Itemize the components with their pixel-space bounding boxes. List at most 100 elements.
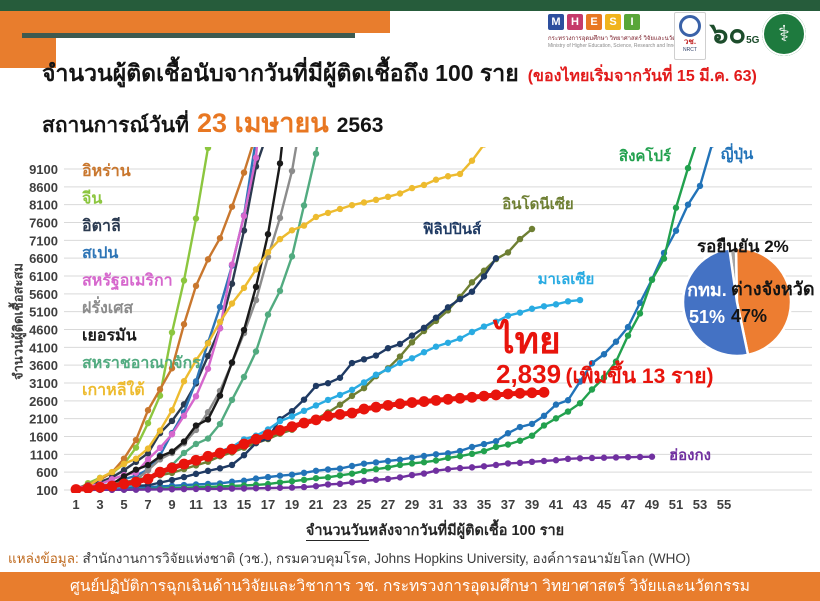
svg-text:19: 19 [285,497,299,512]
mhesi-thai-name: กระทรวงการอุดมศึกษา วิทยาศาสตร์ วิจัยและ… [548,36,691,42]
svg-text:47: 47 [621,497,635,512]
mhesi-logo: M H E S I กระทรวงการอุดมศึกษา วิทยาศาสตร… [548,14,691,49]
svg-text:15: 15 [237,497,251,512]
mhesi-tile-i: I [624,14,640,30]
svg-text:31: 31 [429,497,443,512]
legend-label-uk: สหราชอาณาจักร [82,354,201,372]
status-row: สถานการณ์วันที่ 23 เมษายน 2563 [42,101,383,144]
svg-text:11: 11 [189,497,203,512]
sixty-thai-numerals: ๖๐ [710,18,747,50]
svg-text:5: 5 [120,497,127,512]
sixty-anniversary-logo: ๖๐5G [710,14,759,61]
svg-text:21: 21 [309,497,323,512]
svg-text:3600: 3600 [29,358,58,373]
source-line: แหล่งข้อมูล: สำนักงานการวิจัยแห่งชาติ (ว… [8,547,690,569]
mhesi-letter-tiles: M H E S I [548,14,668,30]
svg-text:2600: 2600 [29,394,58,409]
svg-text:51: 51 [669,497,683,512]
mhesi-tile-e: E [586,14,602,30]
pie-slice-1 [734,246,793,357]
nrct-english-abbrev: NRCT [683,47,697,53]
pie-slice-0 [681,247,750,358]
nrct-logo: วช. NRCT [674,12,706,60]
svg-text:29: 29 [405,497,419,512]
series-philippines [72,255,500,493]
svg-text:1100: 1100 [30,447,58,462]
svg-text:13: 13 [213,497,227,512]
svg-text:43: 43 [573,497,587,512]
legend-label-italy: อิตาลี [82,216,121,235]
end-label-philippines: ฟิลิปปินส์ [423,220,482,238]
svg-text:9100: 9100 [29,162,58,177]
pie-provinces-pct: 47% [731,306,768,326]
svg-text:1600: 1600 [29,430,58,445]
x-axis-title: จำนวนวันหลังจากวันที่มีผู้ติดเชื้อ 100 ร… [230,519,640,542]
pie-provinces-label: ต่างจังหวัด 47% [731,276,815,330]
series-end-labels: สิงคโปร์ ญี่ปุ่นอินโดนีเซียฟิลิปปินส์มาเล… [423,143,754,464]
svg-text:7600: 7600 [29,216,58,231]
legend-label-usa: สหรัฐอเมริกา [82,272,173,291]
x-axis-title-rest: หลังจากวันที่มีผู้ติดเชื้อ 100 ราย [368,523,565,539]
svg-text:55: 55 [717,497,731,512]
svg-text:45: 45 [597,497,611,512]
svg-text:33: 33 [453,497,467,512]
y-axis-title: จำนวนผู้ติดเชื้อสะสม [10,263,26,380]
nrct-emblem-icon [679,15,701,37]
svg-text:4100: 4100 [29,340,58,355]
moph-logo: ⚕ [762,12,806,56]
svg-text:8100: 8100 [29,198,58,213]
series-korea [72,147,487,493]
mhesi-tile-h: H [567,14,583,30]
logo-strip: M H E S I กระทรวงการอุดมศึกษา วิทยาศาสตร… [548,12,810,62]
footer-bar: ศูนย์ปฏิบัติการฉุกเฉินด้านวิจัยและวิชากา… [0,572,820,601]
gridlines [64,168,812,491]
caduceus-icon: ⚕ [778,21,790,46]
svg-text:39: 39 [525,497,539,512]
pie-pending-label: รอยืนยัน 2% [697,237,789,256]
svg-text:3100: 3100 [29,376,58,391]
thailand-value-line: 2,839 (เพิ่มขึ้น 13 ราย) [496,358,714,389]
end-label-japan: ญี่ปุ่น [721,143,754,164]
svg-text:8600: 8600 [29,180,58,195]
title-row: จำนวนผู้ติดเชื้อนับจากวันที่มีผู้ติดเชื้… [42,56,757,92]
svg-text:1: 1 [72,497,79,512]
status-date: 23 เมษายน [196,108,329,138]
svg-text:35: 35 [477,497,491,512]
svg-text:600: 600 [36,465,58,480]
svg-text:49: 49 [645,497,659,512]
legend-label-korea: เกาหลีใต้ [82,380,145,399]
mhesi-tile-s: S [605,14,621,30]
title-note: (ของไทยเริ่มจากวันที่ 15 มี.ค. 63) [527,68,757,85]
teal-accent-line [22,33,355,38]
legend-label-france: ฝรั่งเศส [82,296,133,317]
x-axis-title-underlined: จำนวนวัน [305,523,369,541]
series-thailand [70,386,550,493]
end-label-singapore: สิงคโปร์ [619,146,672,165]
five-g-label: 5G [746,35,760,46]
svg-text:53: 53 [693,497,707,512]
legend-label-germany: เยอรมัน [82,326,137,344]
svg-text:6100: 6100 [29,269,58,284]
svg-text:4600: 4600 [29,323,58,338]
svg-text:5600: 5600 [29,287,58,302]
thailand-daily-increase: (เพิ่มขึ้น 13 ราย) [565,364,714,388]
pie-provinces-name: ต่างจังหวัด [731,279,815,299]
end-label-hongkong: ฮ่องกง [669,447,711,464]
svg-text:5100: 5100 [29,305,58,320]
svg-text:7100: 7100 [29,233,58,248]
svg-text:6600: 6600 [29,251,58,266]
end-label-indonesia: อินโดนีเซีย [502,194,573,213]
mhesi-tile-m: M [548,14,564,30]
legend-label-china: จีน [81,188,102,207]
thailand-total: 2,839 [496,358,562,389]
page-title: จำนวนผู้ติดเชื้อนับจากวันที่มีผู้ติดเชื้… [42,60,519,86]
mhesi-english-name: Ministry of Higher Education, Science, R… [548,43,690,49]
x-tick-labels: 1 3 5 7 9 11 13 15 17 19 21 23 25 27 29 31 33 35 37 39 41 43 4… [72,497,731,512]
y-tick-labels: 100 600 1100 1600 2100 2600 3100 3600 4100 4600 51… [29,162,58,498]
thailand-annotation: ไทย 2,839 (เพิ่มขึ้น 13 ราย) [496,321,714,389]
svg-text:27: 27 [381,497,395,512]
svg-text:23: 23 [333,497,347,512]
svg-text:37: 37 [501,497,515,512]
svg-text:25: 25 [357,497,371,512]
